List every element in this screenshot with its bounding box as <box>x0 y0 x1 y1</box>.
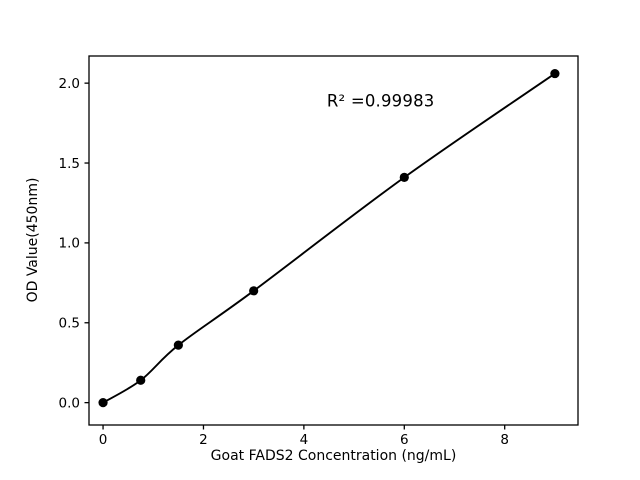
x-tick-label: 0 <box>99 432 108 448</box>
x-tick-label: 4 <box>300 432 309 448</box>
data-point-marker <box>550 68 560 79</box>
y-tick-label: 2.0 <box>59 76 80 92</box>
data-point-marker <box>98 398 108 408</box>
r-squared-annotation: R² =0.99983 <box>326 91 435 111</box>
x-tick-label: 6 <box>400 432 409 448</box>
x-tick-label: 2 <box>199 432 208 448</box>
axes-frame <box>88 55 579 426</box>
y-tick-label: 0.0 <box>59 395 80 411</box>
x-tick-label: 8 <box>500 432 509 448</box>
data-point-marker <box>173 340 183 350</box>
y-tick-label: 1.0 <box>59 236 80 252</box>
data-point-marker <box>399 172 409 183</box>
data-point-marker <box>136 375 146 385</box>
y-axis-label: OD Value(450nm) <box>25 177 41 303</box>
y-tick-label: 0.5 <box>59 316 80 332</box>
y-tick-label: 1.5 <box>59 156 80 172</box>
data-point-marker <box>249 286 259 296</box>
x-axis-label: Goat FADS2 Concentration (ng/mL) <box>210 448 457 464</box>
fit-line <box>102 72 556 404</box>
